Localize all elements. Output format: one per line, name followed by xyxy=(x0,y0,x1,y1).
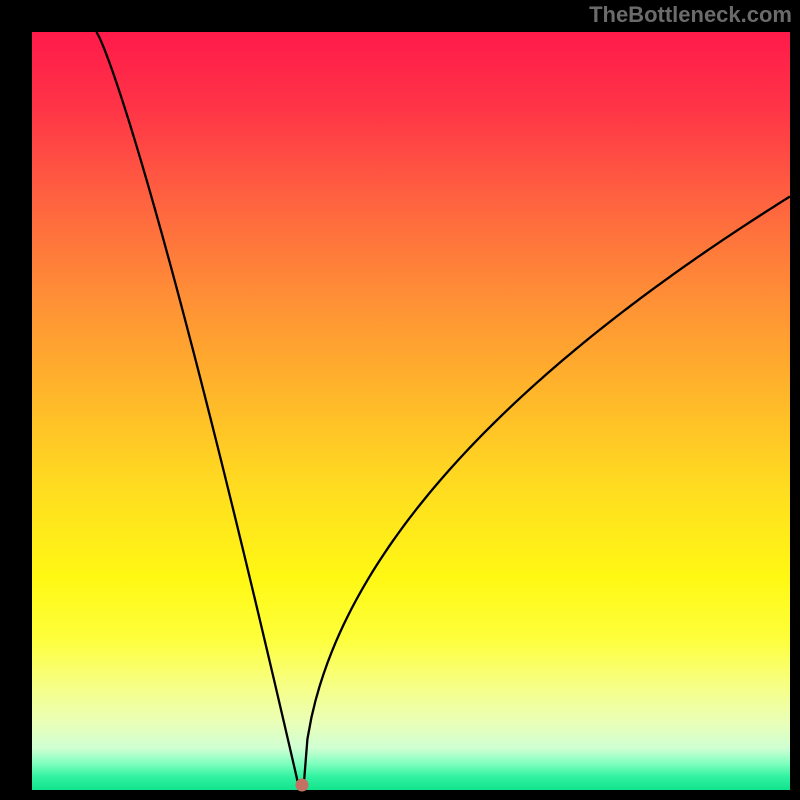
plot-area xyxy=(32,32,790,790)
curve-layer xyxy=(32,32,790,790)
min-point-marker xyxy=(295,779,308,792)
bottleneck-curve xyxy=(96,32,790,790)
watermark-text: TheBottleneck.com xyxy=(589,2,792,28)
chart-container: TheBottleneck.com xyxy=(0,0,800,800)
